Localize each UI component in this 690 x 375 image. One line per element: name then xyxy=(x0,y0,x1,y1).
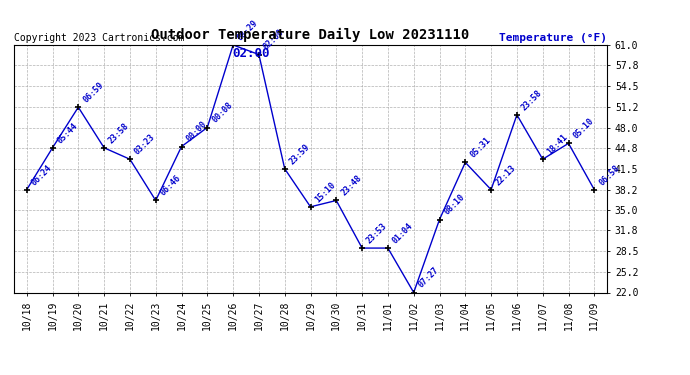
Text: 23:48: 23:48 xyxy=(339,174,363,198)
Text: 00:00: 00:00 xyxy=(184,120,208,144)
Text: 06:58: 06:58 xyxy=(597,163,621,187)
Text: 18:41: 18:41 xyxy=(546,132,569,156)
Text: 23:58: 23:58 xyxy=(520,88,544,112)
Text: 05:31: 05:31 xyxy=(468,136,492,160)
Text: 08:29: 08:29 xyxy=(236,18,260,42)
Text: 23:53: 23:53 xyxy=(365,221,389,245)
Text: 00:08: 00:08 xyxy=(210,100,234,125)
Text: 03:23: 03:23 xyxy=(132,132,157,156)
Text: 05:10: 05:10 xyxy=(571,117,595,141)
Text: 22:13: 22:13 xyxy=(494,163,518,187)
Text: 05:44: 05:44 xyxy=(55,121,79,145)
Text: 06:46: 06:46 xyxy=(159,174,183,198)
Text: 02:00: 02:00 xyxy=(262,28,286,52)
Title: Outdoor Temperature Daily Low 20231110: Outdoor Temperature Daily Low 20231110 xyxy=(151,28,470,42)
Text: 01:04: 01:04 xyxy=(391,221,415,245)
Text: 08:10: 08:10 xyxy=(442,193,466,217)
Text: 07:27: 07:27 xyxy=(417,266,440,290)
Text: Copyright 2023 Cartronics.com: Copyright 2023 Cartronics.com xyxy=(14,33,184,42)
Text: 23:59: 23:59 xyxy=(288,142,311,166)
Text: 02:00: 02:00 xyxy=(233,47,270,60)
Text: 06:59: 06:59 xyxy=(81,80,105,104)
Text: 15:10: 15:10 xyxy=(313,180,337,204)
Text: Temperature (°F): Temperature (°F) xyxy=(499,33,607,42)
Text: 06:24: 06:24 xyxy=(30,163,54,187)
Text: 23:58: 23:58 xyxy=(107,121,131,145)
